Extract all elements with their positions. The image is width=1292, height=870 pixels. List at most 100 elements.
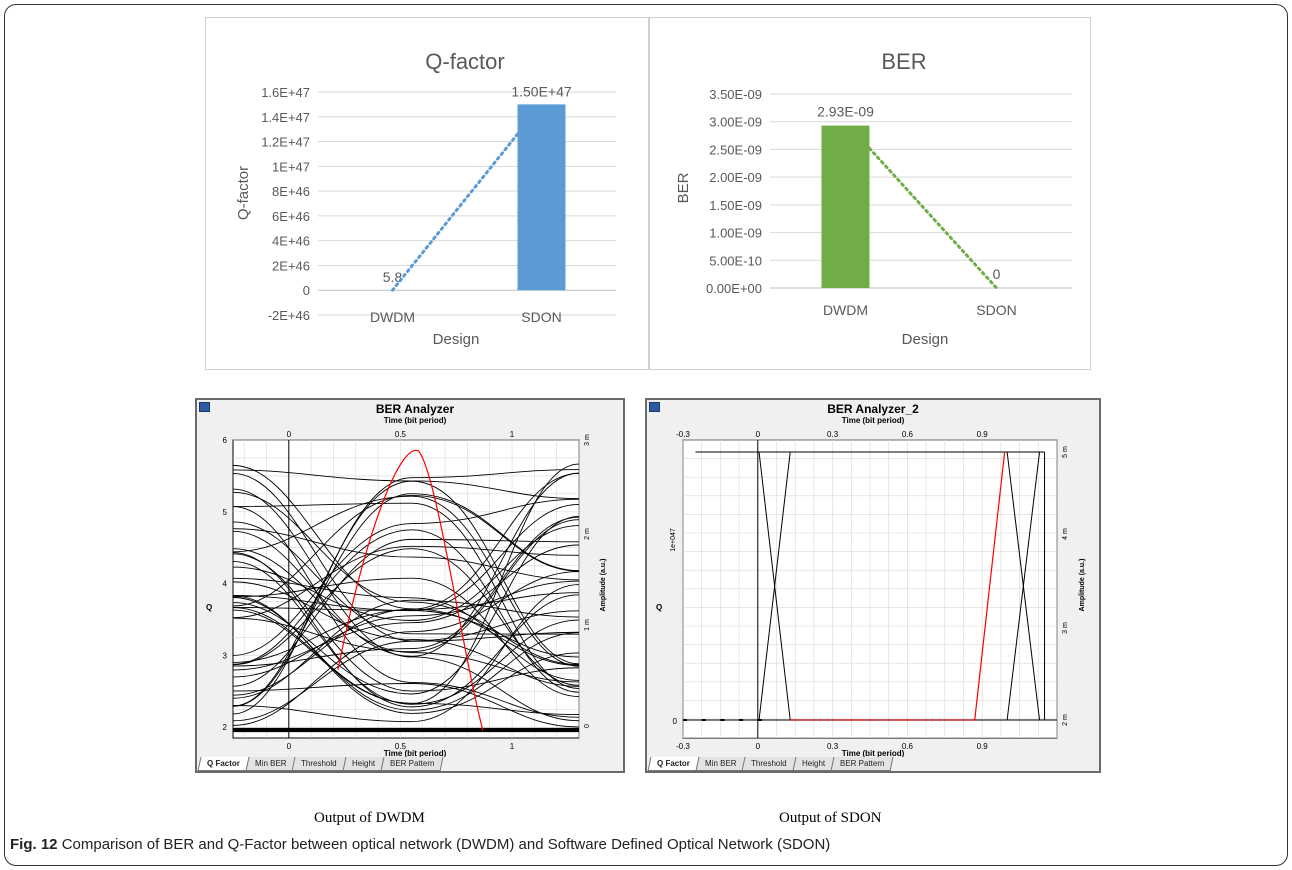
ber-analyzer-2-tab-threshold[interactable]: Threshold xyxy=(741,757,797,771)
ber-analyzer-2-tab-height[interactable]: Height xyxy=(792,757,835,771)
ber-analyzer-2-tab-label: Q Factor xyxy=(657,759,690,768)
eye-bottom-tick-label: 1 xyxy=(510,742,515,751)
ber-analyzer-q-axis-label: Q xyxy=(206,603,212,612)
eye-q-tick-label: 2 xyxy=(223,723,228,732)
b-y-tick-label: 1.00E-09 xyxy=(709,226,762,241)
ber-analyzer-2-tab-ber-pattern[interactable]: BER Pattern xyxy=(830,757,895,771)
eye-amplitude-tick-label: 4 m xyxy=(1062,528,1069,540)
eye-trace xyxy=(232,502,580,689)
eye-trace xyxy=(232,469,580,500)
eye-amplitude-tick-label: 0 xyxy=(584,724,591,728)
ber-analyzer-tab-label: Threshold xyxy=(301,759,338,768)
eye-top-tick-label: 0.9 xyxy=(977,430,989,439)
ber-analyzer-tab-ber-pattern[interactable]: BER Pattern xyxy=(380,757,445,771)
eye-top-tick-label: 0.5 xyxy=(395,430,407,439)
qfactor-y-axis-label: Q-factor xyxy=(235,166,252,220)
eye-trace xyxy=(232,538,580,687)
eye-trace xyxy=(232,553,580,692)
ber-analyzer-eye-diagram: BER Analyzer Time (bit period) 0 0 0.5 0.5 1… xyxy=(206,402,607,757)
eye-trace xyxy=(232,472,580,657)
eye-bottom-tick-label: 0.6 xyxy=(902,742,914,751)
q-y-tick-label: 8E+46 xyxy=(272,184,310,199)
b-y-tick-label: 2.50E-09 xyxy=(709,142,762,157)
ber-analyzer-2-tab-bar: Q Factor Min BER Threshold Height BER Patter… xyxy=(647,757,895,771)
ber-analyzer-bottom-axis-label: Time (bit period) xyxy=(384,749,447,757)
eye-trace xyxy=(232,599,580,699)
ber-analyzer-2-amplitude-axis-label: Amplitude (a.u.) xyxy=(1079,559,1086,612)
eye-trace xyxy=(232,544,580,671)
ber-analyzer-2-tab-min-ber[interactable]: Min BER xyxy=(695,757,746,771)
q-y-tick-label: -2E+46 xyxy=(268,308,310,323)
eye-top-tick-label: 0 xyxy=(756,430,761,439)
qfactor-chart-panel: Q-factor -2E+46 0 2E+46 4E+46 6E+46 8E+46 1E+4… xyxy=(205,17,649,370)
ber-analyzer-2-tab-label: BER Pattern xyxy=(840,759,885,768)
eye-trace xyxy=(232,463,580,704)
figure-frame xyxy=(4,4,1288,866)
eye-traces xyxy=(232,463,580,733)
q-y-tick-label: 4E+46 xyxy=(272,234,310,249)
eye-top-tick-label: -0.3 xyxy=(676,430,690,439)
eye-trace xyxy=(232,491,580,665)
eye-q-tick-label: 5 xyxy=(223,508,228,517)
q-y-tick-label: 1.4E+47 xyxy=(261,110,310,125)
eye-bottom-tick-label: 0 xyxy=(756,742,761,751)
eye-trace xyxy=(232,473,580,642)
b-y-tick-label: 5.00E-10 xyxy=(709,253,762,268)
ber-analyzer-tab-label: Q Factor xyxy=(207,759,240,768)
eye-q-tick-label: 6 xyxy=(223,436,228,445)
eye-amplitude-tick-label: 3 m xyxy=(584,434,591,446)
eye-trace xyxy=(232,506,580,718)
eye-bottom-tick-label: 0.9 xyxy=(977,742,989,751)
eye-trace xyxy=(232,495,580,667)
eye-trace xyxy=(232,607,580,658)
ber-analyzer-tab-bar: Q Factor Min BER Threshold Height BER Patter… xyxy=(197,757,445,771)
ber-chart: BER 0.00E+00 5.00E-10 1.00E-09 1.50E-09 2.00… xyxy=(675,49,1072,348)
ber-analyzer-tab-q-factor[interactable]: Q Factor xyxy=(197,757,250,771)
ber-analyzer-2-title: BER Analyzer_2 xyxy=(827,402,919,416)
ber-analyzer-tab-threshold[interactable]: Threshold xyxy=(291,757,347,771)
eye-amplitude-tick-label: 2 m xyxy=(584,528,591,540)
ber-analyzer-2-top-axis-label: Time (bit period) xyxy=(842,416,905,425)
b-y-tick-label: 3.00E-09 xyxy=(709,115,762,130)
eye-trace xyxy=(232,631,580,722)
ber-analyzer-2-q-axis-label: Q xyxy=(656,603,662,612)
eye-top-tick-label: 0.6 xyxy=(902,430,914,439)
eye-trace xyxy=(232,597,580,711)
b-trendline xyxy=(868,146,998,290)
eye-top-tick-label: 0 xyxy=(287,430,292,439)
eye-top-tick-label: 1 xyxy=(510,430,515,439)
ber-analyzer-amplitude-axis-label: Amplitude (a.u.) xyxy=(600,559,607,612)
eye-q-tick-label: 0 xyxy=(673,717,678,726)
eye-amplitude-tick-label: 3 m xyxy=(1062,622,1069,634)
eye-trace xyxy=(232,516,580,667)
b-data-label-dwdm: 2.93E-09 xyxy=(817,104,874,120)
b-data-label-sdon: 0 xyxy=(993,266,1001,282)
q-data-label-dwdm: 5.8 xyxy=(383,269,403,285)
q-data-label-sdon: 1.50E+47 xyxy=(511,83,572,99)
b-y-tick-label: 0.00E+00 xyxy=(706,281,762,296)
eye-q-tick-label: 3 xyxy=(223,651,228,660)
figure-caption-text: Comparison of BER and Q-Factor between o… xyxy=(61,836,831,853)
eye-trace xyxy=(232,552,580,708)
ber-analyzer-2-eye-diagram: BER Analyzer_2 Time (bit period) -0.3 -0.… xyxy=(656,402,1086,757)
eye-q-tick-label: 4 xyxy=(223,580,228,589)
q-y-tick-label: 1.6E+47 xyxy=(261,85,310,100)
eye-trace xyxy=(232,493,580,707)
ber-analyzer-tab-min-ber[interactable]: Min BER xyxy=(245,757,296,771)
eye-trace xyxy=(232,571,580,726)
eye-trace xyxy=(232,529,580,693)
q-bar-sdon xyxy=(517,104,566,291)
ber-analyzer-2-tab-q-factor[interactable]: Q Factor xyxy=(647,757,700,771)
eye-amplitude-tick-label: 1 m xyxy=(584,619,591,631)
eye-amplitude-tick-label: 2 m xyxy=(1062,714,1069,726)
figure-caption: Fig. 12 Comparison of BER and Q-Factor b… xyxy=(10,836,830,853)
ber-analyzer-window: BER Analyzer Time (bit period) 0 0 0.5 0.5 1… xyxy=(195,398,625,773)
ber-analyzer-top-axis-label: Time (bit period) xyxy=(384,416,447,425)
ber-analyzer-tab-height[interactable]: Height xyxy=(342,757,385,771)
q-y-tick-label: 0 xyxy=(303,283,310,298)
ber-chart-title: BER xyxy=(881,49,926,74)
ber-analyzer-tab-label: Height xyxy=(352,759,376,768)
eye-trace xyxy=(232,498,580,656)
eye-q-factor-curve xyxy=(974,451,1006,721)
ber-analyzer-tab-label: Min BER xyxy=(254,759,287,768)
